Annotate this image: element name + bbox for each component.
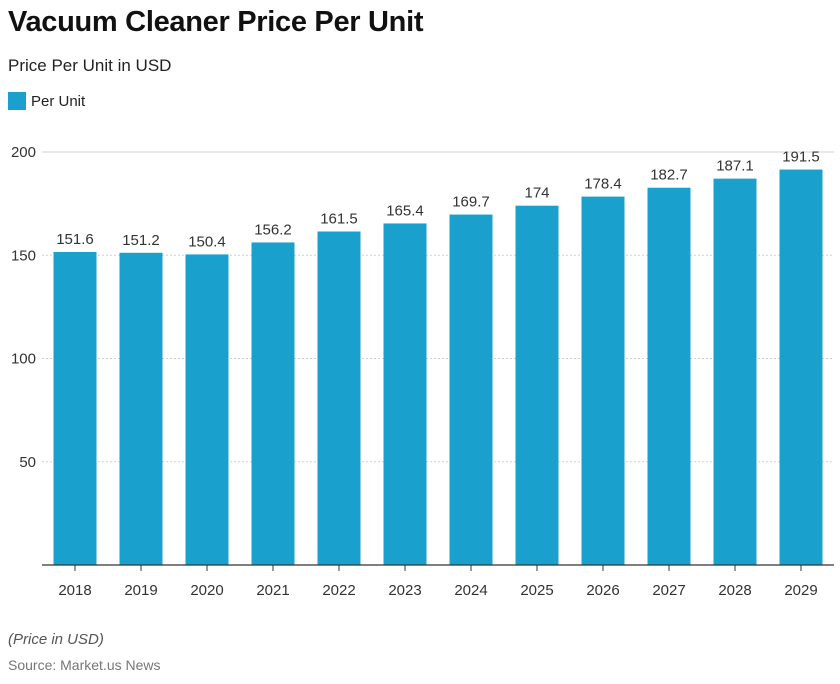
data-label: 165.4 [386, 202, 424, 219]
footnote: (Price in USD) [8, 631, 104, 648]
bar-2025 [515, 205, 559, 565]
y-tick-label: 100 [11, 351, 36, 368]
bar-2020 [185, 254, 229, 565]
bar-2019 [119, 252, 163, 565]
x-tick-label: 2025 [520, 582, 553, 599]
data-label: 174 [524, 185, 549, 202]
x-tick-label: 2029 [784, 582, 817, 599]
bar-2028 [713, 178, 757, 566]
x-tick-label: 2028 [718, 582, 751, 599]
data-label: 161.5 [320, 211, 358, 228]
x-tick-label: 2021 [256, 582, 289, 599]
x-tick-label: 2023 [388, 582, 421, 599]
data-label: 151.6 [56, 231, 94, 248]
x-tick-label: 2019 [124, 582, 157, 599]
data-label: 150.4 [188, 233, 226, 250]
source-note: Source: Market.us News [8, 657, 161, 673]
x-tick-label: 2026 [586, 582, 619, 599]
bar-2027 [647, 187, 691, 566]
bar-2026 [581, 196, 625, 565]
chart-subtitle: Price Per Unit in USD [8, 56, 172, 75]
data-label: 182.7 [650, 167, 688, 184]
y-tick-label: 150 [11, 247, 36, 264]
legend-swatch [8, 92, 26, 110]
data-label: 151.2 [122, 232, 160, 249]
x-tick-label: 2018 [58, 582, 91, 599]
chart-title: Vacuum Cleaner Price Per Unit [8, 6, 424, 38]
bar-2024 [449, 214, 493, 565]
legend: Per Unit [8, 92, 85, 110]
data-labels: 151.6 151.2 150.4 156.2 161.5 165.4 169.7 174 17… [56, 149, 820, 251]
bar-2018 [53, 251, 97, 566]
legend-label: Per Unit [31, 92, 86, 110]
bars [53, 169, 823, 566]
x-tick-label: 2022 [322, 582, 355, 599]
data-label: 191.5 [782, 149, 820, 166]
data-label: 156.2 [254, 221, 292, 238]
bar-2023 [383, 223, 427, 565]
x-tick-label: 2027 [652, 582, 685, 599]
grid-lines [42, 151, 834, 463]
y-tick-label: 50 [19, 454, 36, 471]
bar-2022 [317, 231, 361, 565]
data-label: 187.1 [716, 158, 754, 175]
bar-2029 [779, 169, 823, 566]
data-label: 178.4 [584, 176, 622, 193]
y-tick-label: 200 [11, 144, 36, 161]
x-tick-label: 2020 [190, 582, 223, 599]
x-axis-ticks: 2018 2019 2020 2021 2022 2023 2024 2025 2026 2027… [58, 565, 818, 599]
bar-2021 [251, 242, 295, 565]
x-tick-label: 2024 [454, 582, 487, 599]
data-label: 169.7 [452, 194, 490, 211]
y-axis-ticks: 50 100 150 200 [11, 144, 36, 471]
